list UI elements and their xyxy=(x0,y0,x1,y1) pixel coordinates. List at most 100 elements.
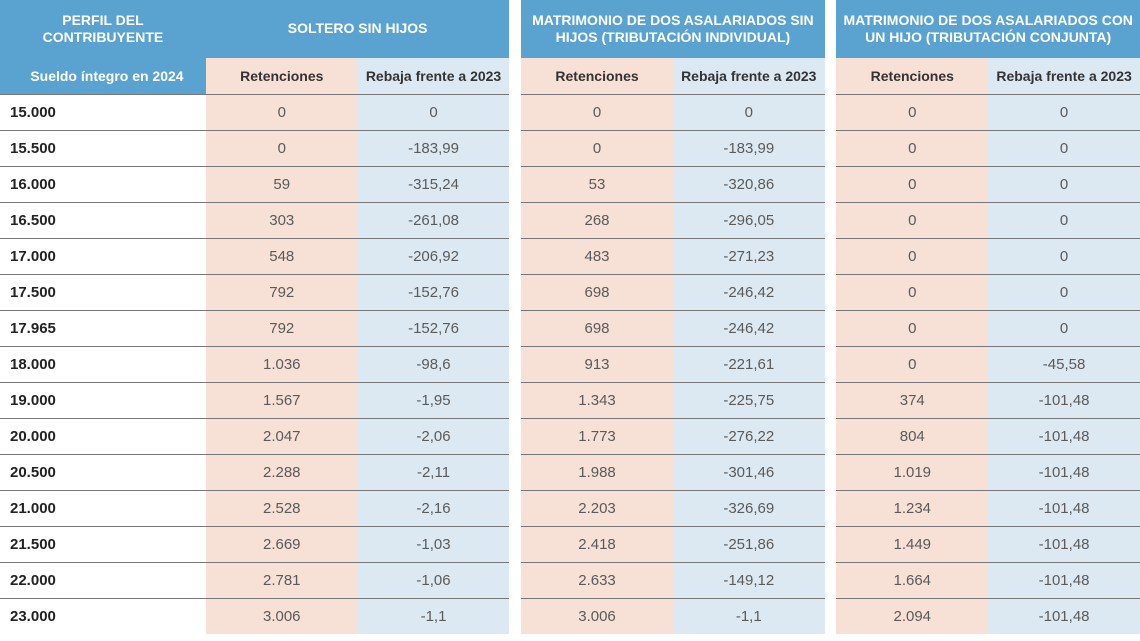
data-cell: -221,61 xyxy=(673,346,825,382)
data-cell: 0 xyxy=(836,130,988,166)
data-cell: 0 xyxy=(988,202,1140,238)
table-row: 15.5000-183,990-183,9900 xyxy=(0,130,1140,166)
data-cell: 1.343 xyxy=(521,382,673,418)
header-retenciones: Retenciones xyxy=(836,58,988,94)
header-group-1: SOLTERO SIN HIJOS xyxy=(206,0,510,58)
gap xyxy=(825,382,837,418)
data-cell: 2.094 xyxy=(836,598,988,634)
salary-cell: 20.500 xyxy=(0,454,206,490)
data-cell: -296,05 xyxy=(673,202,825,238)
salary-cell: 16.000 xyxy=(0,166,206,202)
data-cell: 1.449 xyxy=(836,526,988,562)
gap xyxy=(825,274,837,310)
data-cell: 2.288 xyxy=(206,454,358,490)
data-cell: -101,48 xyxy=(988,382,1140,418)
header-group-3: MATRIMONIO DE DOS ASALARIADOS CON UN HIJ… xyxy=(836,0,1140,58)
table-row: 20.0002.047-2,061.773-276,22804-101,48 xyxy=(0,418,1140,454)
gap xyxy=(825,58,837,94)
data-cell: 268 xyxy=(521,202,673,238)
header-rebaja: Rebaja frente a 2023 xyxy=(358,58,510,94)
data-cell: 2.528 xyxy=(206,490,358,526)
gap xyxy=(825,562,837,598)
data-cell: -101,48 xyxy=(988,454,1140,490)
header-row-sub: Sueldo íntegro en 2024 Retenciones Rebaj… xyxy=(0,58,1140,94)
gap xyxy=(825,238,837,274)
data-cell: 0 xyxy=(358,94,510,130)
gap xyxy=(509,274,521,310)
gap xyxy=(825,346,837,382)
gap xyxy=(825,454,837,490)
salary-cell: 23.000 xyxy=(0,598,206,634)
table-row: 18.0001.036-98,6913-221,610-45,58 xyxy=(0,346,1140,382)
data-cell: 483 xyxy=(521,238,673,274)
table-row: 20.5002.288-2,111.988-301,461.019-101,48 xyxy=(0,454,1140,490)
table-row: 16.00059-315,2453-320,8600 xyxy=(0,166,1140,202)
salary-cell: 17.000 xyxy=(0,238,206,274)
data-cell: -206,92 xyxy=(358,238,510,274)
salary-cell: 20.000 xyxy=(0,418,206,454)
gap xyxy=(509,454,521,490)
data-cell: 1.234 xyxy=(836,490,988,526)
data-cell: 1.988 xyxy=(521,454,673,490)
data-cell: -1,06 xyxy=(358,562,510,598)
data-cell: 0 xyxy=(988,310,1140,346)
data-cell: 0 xyxy=(836,346,988,382)
data-cell: 792 xyxy=(206,310,358,346)
gap xyxy=(509,418,521,454)
data-cell: 548 xyxy=(206,238,358,274)
data-cell: -1,1 xyxy=(673,598,825,634)
data-cell: 0 xyxy=(836,238,988,274)
data-cell: 1.019 xyxy=(836,454,988,490)
gap xyxy=(509,94,521,130)
header-salary: Sueldo íntegro en 2024 xyxy=(0,58,206,94)
header-rebaja: Rebaja frente a 2023 xyxy=(988,58,1140,94)
gap xyxy=(825,0,837,58)
data-cell: -101,48 xyxy=(988,418,1140,454)
gap xyxy=(509,238,521,274)
table-row: 22.0002.781-1,062.633-149,121.664-101,48 xyxy=(0,562,1140,598)
data-cell: 792 xyxy=(206,274,358,310)
data-cell: 698 xyxy=(521,310,673,346)
table-row: 17.000548-206,92483-271,2300 xyxy=(0,238,1140,274)
salary-cell: 21.500 xyxy=(0,526,206,562)
header-retenciones: Retenciones xyxy=(521,58,673,94)
salary-cell: 22.000 xyxy=(0,562,206,598)
data-cell: 59 xyxy=(206,166,358,202)
data-cell: 0 xyxy=(673,94,825,130)
data-cell: -261,08 xyxy=(358,202,510,238)
gap xyxy=(509,346,521,382)
gap xyxy=(509,562,521,598)
data-cell: -98,6 xyxy=(358,346,510,382)
data-cell: 3.006 xyxy=(206,598,358,634)
data-cell: -149,12 xyxy=(673,562,825,598)
data-cell: -246,42 xyxy=(673,310,825,346)
data-cell: -251,86 xyxy=(673,526,825,562)
data-cell: 1.773 xyxy=(521,418,673,454)
gap xyxy=(825,418,837,454)
data-cell: 0 xyxy=(836,202,988,238)
data-cell: -101,48 xyxy=(988,598,1140,634)
data-cell: -326,69 xyxy=(673,490,825,526)
salary-cell: 19.000 xyxy=(0,382,206,418)
gap xyxy=(509,310,521,346)
data-cell: -276,22 xyxy=(673,418,825,454)
gap xyxy=(509,526,521,562)
gap xyxy=(825,166,837,202)
data-cell: 0 xyxy=(521,94,673,130)
table-row: 19.0001.567-1,951.343-225,75374-101,48 xyxy=(0,382,1140,418)
header-profile: PERFIL DEL CONTRIBUYENTE xyxy=(0,0,206,58)
table-row: 23.0003.006-1,13.006-1,12.094-101,48 xyxy=(0,598,1140,634)
data-cell: 3.006 xyxy=(521,598,673,634)
data-cell: 2.781 xyxy=(206,562,358,598)
table-row: 21.0002.528-2,162.203-326,691.234-101,48 xyxy=(0,490,1140,526)
salary-cell: 16.500 xyxy=(0,202,206,238)
data-cell: -45,58 xyxy=(988,346,1140,382)
gap xyxy=(825,202,837,238)
table-body: 15.00000000015.5000-183,990-183,990016.0… xyxy=(0,94,1140,634)
data-cell: -2,06 xyxy=(358,418,510,454)
gap xyxy=(509,202,521,238)
data-cell: 0 xyxy=(836,94,988,130)
data-cell: -183,99 xyxy=(673,130,825,166)
gap xyxy=(825,526,837,562)
header-group-2: MATRIMONIO DE DOS ASALARIADOS SIN HIJOS … xyxy=(521,0,825,58)
